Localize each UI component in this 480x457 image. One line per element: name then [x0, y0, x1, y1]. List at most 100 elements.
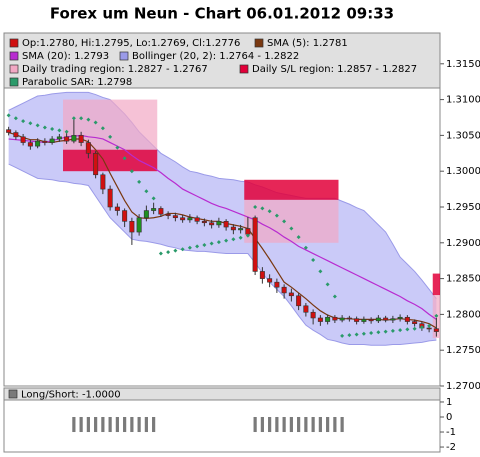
sar-dot [202, 242, 207, 247]
candle-body [397, 316, 403, 319]
sar-dot [253, 204, 258, 209]
indicator-bar [275, 416, 279, 433]
indicator-bar [289, 416, 293, 433]
candle-body [136, 217, 142, 233]
sar-dot [332, 294, 337, 299]
sar-dot [57, 128, 62, 133]
sar-dot [93, 120, 98, 125]
candle-body [100, 174, 106, 190]
chart-title: Forex um Neun - Chart 06.01.2012 09:33 [50, 5, 394, 23]
y-tick-label: 1.2750 [446, 345, 480, 356]
candle-body [172, 215, 178, 219]
candle-body [361, 319, 367, 322]
candle-body [303, 305, 309, 313]
candle-body [368, 319, 374, 322]
indicator-bar [108, 416, 112, 433]
legend-swatch [254, 38, 264, 48]
region [244, 179, 339, 200]
indicator-bar [144, 416, 148, 433]
sar-dot [376, 330, 381, 335]
legend-label: Bollinger (20, 2): 1.2764 - 1.2822 [132, 51, 299, 62]
y-tick-label: 1.3150 [446, 59, 480, 70]
legend-swatch [8, 389, 18, 399]
candle-body [158, 208, 164, 215]
candle-body [114, 206, 120, 211]
candle-body [252, 217, 258, 272]
candle-body [165, 213, 171, 216]
indicator-bar [130, 416, 134, 433]
y-tick-label: 1.2900 [446, 238, 480, 249]
sar-dot [354, 332, 359, 337]
sar-dot [21, 119, 26, 124]
candle-body [332, 316, 338, 321]
sar-dot [50, 126, 55, 131]
y-tick-label: 1.2700 [446, 381, 480, 392]
candle-body [64, 136, 70, 142]
sar-dot [405, 327, 410, 332]
sar-dot [195, 244, 200, 249]
sar-dot [173, 248, 178, 253]
candle-body [209, 222, 215, 226]
y-tick-label: -1 [446, 427, 456, 438]
candle-body [238, 228, 244, 231]
indicator-bar [253, 416, 257, 433]
legend-label: SMA (5): 1.2781 [267, 38, 348, 49]
sar-dot [6, 113, 11, 118]
sar-dot [13, 116, 18, 121]
candle-body [346, 317, 352, 320]
sar-dot [42, 125, 47, 130]
legend-label: Parabolic SAR: 1.2798 [22, 77, 132, 88]
sar-dot [166, 250, 171, 255]
sar-dot [115, 145, 120, 150]
sar-dot [274, 213, 279, 218]
candle-body [42, 140, 48, 143]
legend-swatch [239, 64, 249, 74]
sar-dot [100, 126, 105, 131]
candle-body [71, 135, 77, 142]
sar-dot [303, 245, 308, 250]
candle-body [288, 292, 294, 297]
y-tick-label: 1.2950 [446, 202, 480, 213]
sar-dot [238, 235, 243, 240]
indicator-bar [123, 416, 127, 433]
candle-body [317, 317, 323, 322]
y-tick-label: 1.3000 [446, 166, 480, 177]
sar-dot [282, 219, 287, 224]
candle-body [107, 188, 113, 208]
candle-body [274, 281, 280, 288]
candle-body [93, 152, 99, 176]
candle-body [216, 221, 222, 226]
sar-dot [267, 209, 272, 214]
indicator-bar [304, 416, 308, 433]
candle-body [143, 210, 149, 219]
candle-body [281, 286, 287, 294]
candle-body [296, 295, 302, 307]
y-tick-label: 1 [446, 397, 452, 408]
candle-body [194, 217, 200, 222]
sar-dot [187, 245, 192, 250]
legend-swatch [9, 38, 19, 48]
candle-body [56, 136, 62, 140]
sar-dot [137, 179, 142, 184]
sar-dot [340, 333, 345, 338]
candle-body [404, 316, 410, 322]
candle-body [20, 136, 26, 143]
candle-body [201, 221, 207, 224]
y-tick-label: -2 [446, 442, 456, 453]
legend-swatch [9, 64, 19, 74]
y-tick-label: 1.3100 [446, 95, 480, 106]
indicator-bar [260, 416, 264, 433]
indicator-bar [79, 416, 83, 433]
legend-label: Long/Short: -1.0000 [21, 390, 121, 401]
candle-body [433, 328, 439, 332]
legend-label: Daily trading region: 1.2827 - 1.2767 [22, 64, 208, 75]
y-tick-label: 1.2850 [446, 274, 480, 285]
sar-dot [311, 257, 316, 262]
region [432, 273, 440, 296]
indicator-bar [333, 416, 337, 433]
indicator-bar [94, 416, 98, 433]
sar-dot [180, 247, 185, 252]
candle-body [180, 217, 186, 221]
sar-dot [71, 116, 76, 121]
sar-dot [209, 241, 214, 246]
